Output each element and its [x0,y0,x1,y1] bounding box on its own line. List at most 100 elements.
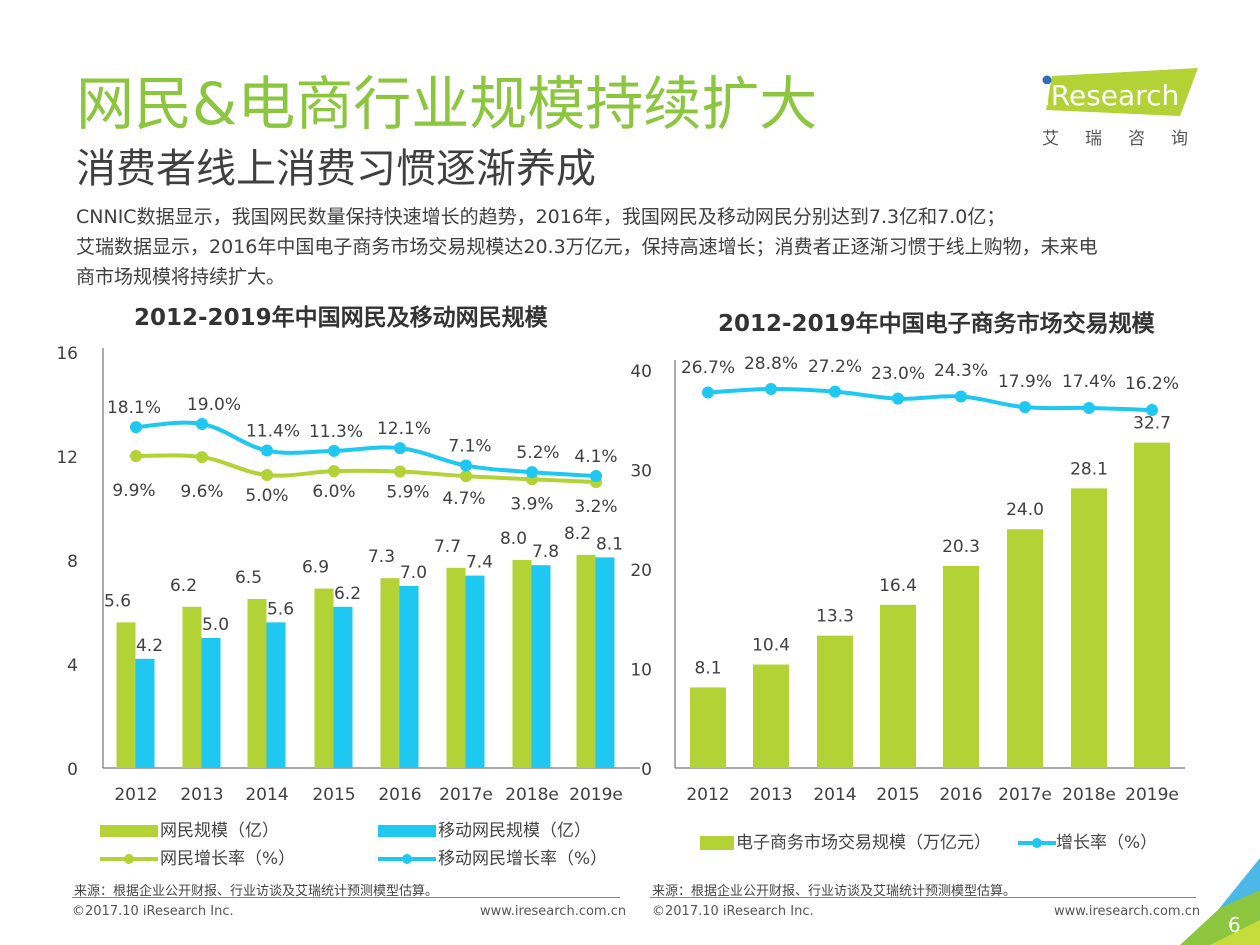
legend-item-netizen-growth: 网民增长率（%） [100,844,295,869]
bar-label-ecommerce: 10.4 [752,636,790,656]
logo-text: iResearch [1043,79,1179,112]
legend-label: 移动网民增长率（%） [438,849,608,869]
x-tick-label: 2016 [939,785,982,805]
bar-label-netizen: 5.6 [104,591,131,611]
y-tick-label: 8 [67,552,78,572]
point-ecommerce-growth [702,386,714,399]
bar-label-mobile: 5.0 [202,615,229,635]
point-netizen-growth [394,465,406,478]
page-title: 网民&电商行业规模持续扩大 [76,70,818,138]
point-mobile-growth [261,444,273,457]
bar-netizen [182,606,202,768]
left-copyright: ©2017.10 iResearch Inc. [72,904,234,919]
label-mobile-growth: 7.1% [448,437,491,457]
left-website-link[interactable]: www.iresearch.com.cn [480,904,627,919]
legend-line-marker-blue-icon [378,854,436,864]
point-ecommerce-growth [765,383,777,395]
point-ecommerce-growth [1083,402,1095,414]
x-tick-label: 2014 [813,785,856,805]
bar-label-mobile: 7.4 [466,553,493,573]
y-tick-label: 16 [56,344,78,364]
point-ecommerce-growth [1146,404,1158,416]
bar-label-ecommerce: 13.3 [816,607,854,627]
label-netizen-growth: 9.9% [112,481,155,501]
right-website-link[interactable]: www.iresearch.com.cn [1054,904,1201,919]
bar-label-ecommerce: 20.3 [942,537,980,557]
legend-line-marker-green-icon [100,854,158,864]
logo-dot-icon [1042,75,1052,85]
line-netizen-growth [135,453,597,484]
bar-label-netizen: 7.7 [434,537,461,557]
label-ecommerce-growth: 26.7% [681,358,735,378]
left-chart-title: 2012-2019年中国网民及移动网民规模 [134,305,548,331]
point-mobile-growth [328,444,340,457]
x-tick-label: 2013 [749,785,792,805]
x-tick-label: 2017e [439,785,493,805]
bar-mobile [531,565,551,768]
bar-netizen [446,567,466,768]
legend-item-mobile-scale: 移动网民规模（亿） [378,816,591,841]
label-ecommerce-growth: 24.3% [934,361,988,381]
bar-label-mobile: 6.2 [334,584,361,604]
legend-item-mobile-growth: 移动网民增长率（%） [378,844,607,869]
y-tick-label: 30 [630,462,652,482]
page-subtitle: 消费者线上消费习惯逐渐养成 [76,146,596,192]
bar-label-ecommerce: 24.0 [1006,500,1044,520]
point-ecommerce-growth [1019,401,1031,414]
bar-ecommerce [817,635,853,768]
corner-decoration: 6 [1180,858,1260,945]
legend-label: 电子商务市场交易规模（万亿元） [736,833,991,853]
label-mobile-growth: 12.1% [377,419,431,439]
bar-label-netizen: 6.2 [170,576,197,596]
legend-item-ecommerce-growth: 增长率（%） [1018,828,1157,853]
point-mobile-growth [196,418,208,430]
point-ecommerce-growth [955,390,967,403]
iresearch-logo: iResearch [1040,68,1200,120]
description-line: 商市场规模将持续扩大。 [76,266,286,288]
bar-ecommerce [1134,442,1170,768]
bar-label-ecommerce: 32.7 [1133,414,1171,434]
bar-ecommerce [753,664,789,768]
label-netizen-growth: 4.7% [442,489,485,509]
point-netizen-growth [130,450,142,462]
bar-netizen [314,588,334,768]
label-ecommerce-growth: 16.2% [1125,374,1179,394]
point-mobile-growth [460,459,472,472]
point-ecommerce-growth [829,385,841,398]
description: CNNIC数据显示，我国网民数量保持快速增长的趋势，2016年，我国网民及移动网… [76,202,1206,292]
label-mobile-growth: 11.4% [246,422,300,442]
label-mobile-growth: 18.1% [107,398,161,418]
bar-netizen [576,554,596,768]
bar-mobile [201,638,221,768]
point-netizen-growth [196,451,208,464]
right-chart: 0 10 20 30 40 2012 2013 2014 2015 2016 2017e 2018e 2… [630,354,1185,805]
y-tick-label: 20 [630,561,652,581]
point-mobile-growth [130,421,142,434]
bar-mobile [266,622,286,768]
label-netizen-growth: 3.2% [574,497,617,517]
x-tick-label: 2012 [686,785,729,805]
bar-label-netizen: 8.2 [564,524,591,544]
point-mobile-growth [526,466,538,479]
right-footer-divider [650,897,1196,898]
y-tick-label: 40 [630,362,652,382]
bar-label-ecommerce: 28.1 [1070,459,1108,479]
legend-label: 移动网民规模（亿） [438,821,591,841]
bar-label-mobile: 5.6 [267,599,294,619]
description-line: CNNIC数据显示，我国网民数量保持快速增长的趋势，2016年，我国网民及移动网… [76,206,1006,228]
bar-mobile [135,658,155,768]
bar-label-netizen: 7.3 [368,547,395,567]
point-netizen-growth [460,470,472,483]
label-netizen-growth: 5.9% [386,483,429,503]
point-netizen-growth [328,465,340,478]
bar-label-mobile: 7.0 [400,563,427,583]
legend-line-marker-blue-icon [1018,838,1056,848]
x-tick-label: 2016 [378,785,421,805]
bar-netizen [512,560,532,768]
bar-label-ecommerce: 16.4 [879,576,917,596]
label-netizen-growth: 9.6% [180,482,223,502]
bar-netizen [247,599,267,768]
page-number: 6 [1228,913,1241,937]
label-netizen-growth: 3.9% [510,494,553,514]
left-chart: 0 4 8 12 16 2012 2013 2014 2015 2016 2017e 2018e 201… [56,344,640,805]
